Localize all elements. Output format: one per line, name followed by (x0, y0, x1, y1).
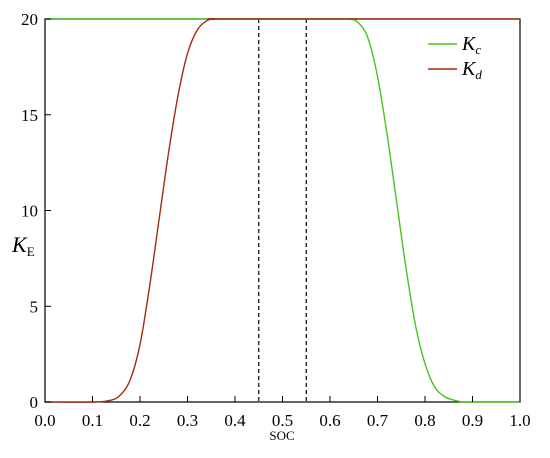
x-tick-label: 0.7 (367, 411, 389, 430)
x-axis: 0.0 0.1 0.2 0.3 0.4 0.5 0.6 0.7 0.8 0.9 1.0 (34, 396, 531, 430)
x-tick-label: 0.0 (34, 411, 55, 430)
y-tick-label: 0 (30, 393, 39, 412)
y-axis-label-main: K (11, 232, 28, 257)
series-line-kc (44, 18, 520, 403)
legend-label-kd: Kd (461, 58, 482, 82)
x-tick-label: 0.8 (414, 411, 435, 430)
legend-label-main: K (461, 33, 477, 55)
x-tick-label: 0.1 (82, 411, 103, 430)
y-tick-label: 10 (21, 202, 38, 221)
reference-lines (258, 19, 307, 402)
legend-label-sub: d (475, 67, 482, 82)
series-line-kd (44, 18, 520, 403)
y-tick-label: 5 (30, 297, 39, 316)
series-layer (44, 18, 520, 403)
y-tick-label: 20 (21, 10, 38, 29)
y-axis-label: KE (11, 232, 35, 259)
x-tick-label: 0.2 (129, 411, 150, 430)
x-tick-label: 0.6 (319, 411, 340, 430)
x-tick-label: 0.9 (462, 411, 483, 430)
plot-frame (44, 18, 521, 403)
legend-label-kc: Kc (461, 33, 481, 57)
x-tick-label: 1.0 (509, 411, 530, 430)
x-tick-label: 0.5 (272, 411, 293, 430)
y-tick-label: 15 (21, 106, 38, 125)
x-axis-label: SOC (269, 428, 294, 443)
legend-label-sub: c (475, 42, 481, 57)
x-tick-label: 0.4 (224, 411, 246, 430)
y-axis: 0 5 10 15 20 (21, 10, 51, 412)
x-tick-label: 0.3 (177, 411, 198, 430)
legend-label-main: K (461, 58, 477, 80)
y-axis-label-sub: E (27, 244, 35, 259)
